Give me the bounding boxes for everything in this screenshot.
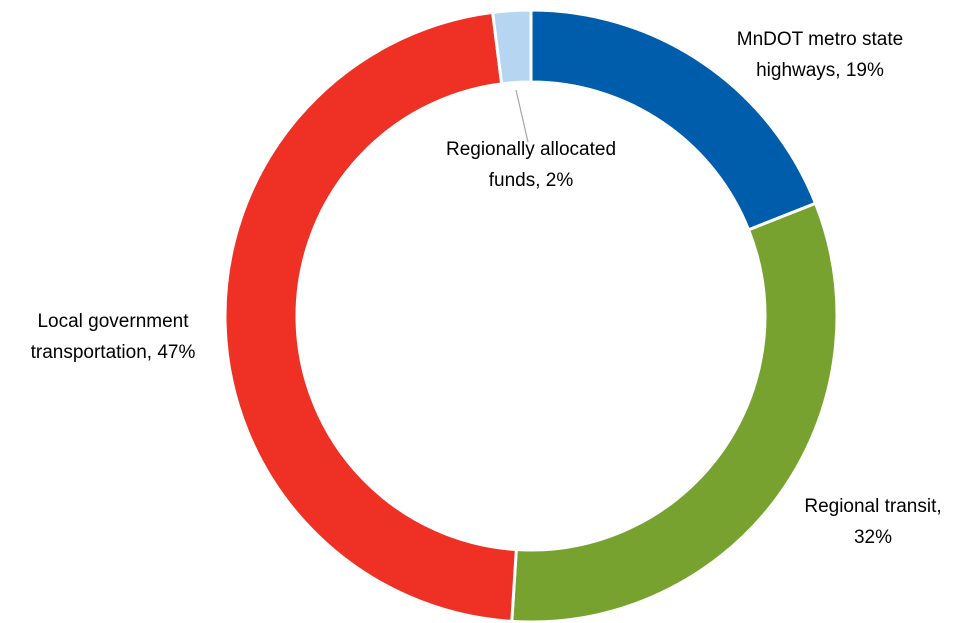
slice-label: Regionally allocated	[446, 139, 616, 160]
slice	[490, 8, 533, 86]
slice-label: highways, 19%	[756, 60, 884, 81]
leader-line	[515, 89, 529, 143]
slice-label: funds, 2%	[489, 170, 574, 191]
slice-label: 32%	[854, 527, 892, 548]
slice-label: MnDOT metro state	[737, 29, 903, 50]
slices	[223, 8, 839, 623]
slice-label: Regional transit,	[804, 496, 941, 517]
slice-label: Local government	[37, 311, 189, 332]
slice	[223, 10, 518, 623]
slice	[510, 201, 839, 623]
slice-label: transportation, 47%	[31, 342, 196, 363]
